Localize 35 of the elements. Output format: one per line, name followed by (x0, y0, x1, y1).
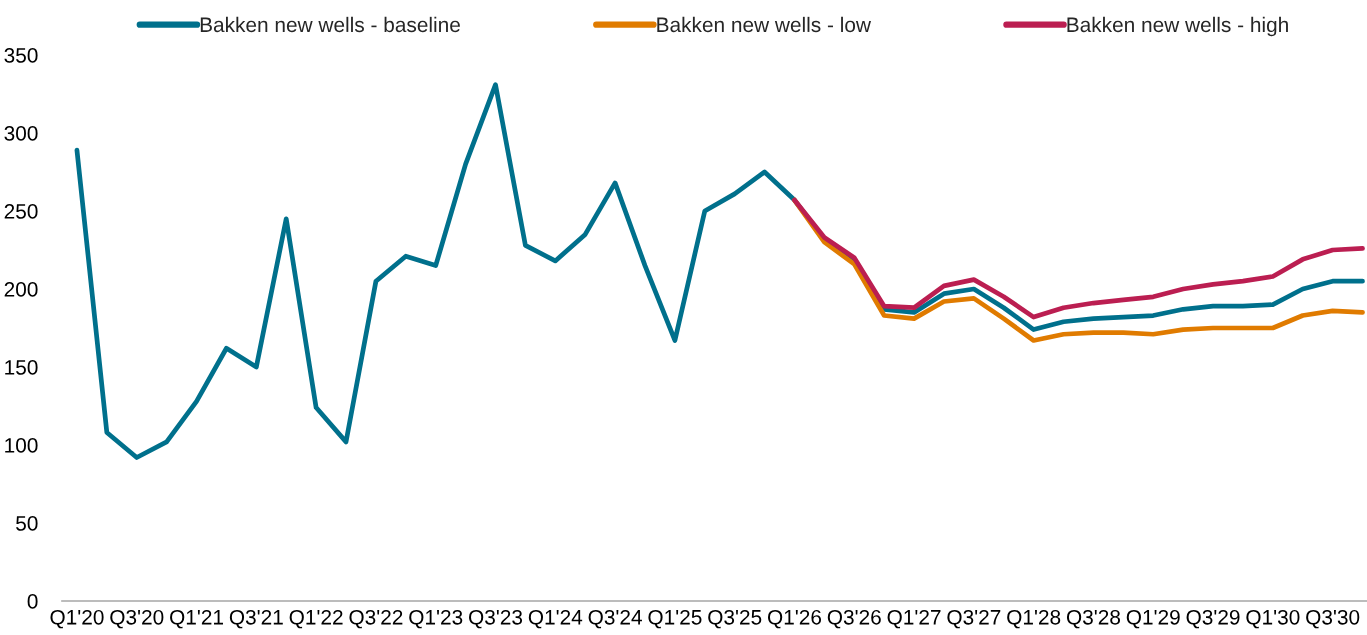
y-tick-label: 350 (4, 48, 38, 63)
x-tick-label: Q3'24 (588, 609, 642, 629)
y-tick-label: 250 (4, 204, 38, 219)
x-tick-label: Q1'24 (528, 609, 583, 629)
x-tick-label: Q1'22 (289, 609, 343, 629)
legend-label: Bakken new wells - high (1067, 16, 1288, 37)
x-tick-label: Q3'23 (469, 609, 523, 629)
x-tick-label: Q1'26 (767, 609, 822, 629)
x-tick-label: Q1'30 (1246, 609, 1300, 629)
x-tick-label: Q3'28 (1066, 609, 1121, 629)
y-tick-label: 100 (5, 438, 38, 453)
x-tick-label: Q1'20 (50, 609, 104, 629)
y-tick-label: 300 (4, 126, 38, 141)
x-tick-label: Q3'26 (827, 609, 881, 629)
x-tick-label: Q1'21 (170, 609, 223, 629)
x-tick-label: Q3'25 (708, 609, 762, 629)
line-series (74, 82, 1365, 460)
x-tick-label: Q1'23 (409, 609, 463, 629)
x-tick-label: Q1'27 (887, 609, 941, 629)
legend-label: Bakken new wells - baseline (200, 16, 460, 33)
y-tick-label: 0 (27, 594, 38, 609)
x-tick-label: Q1'29 (1126, 609, 1180, 629)
y-tick-label: 50 (16, 516, 38, 531)
x-tick-label: Q3'21 (229, 609, 283, 629)
x-tick-label: Q3'29 (1186, 609, 1240, 629)
line-series (792, 197, 1365, 320)
x-tick-label: Q1'28 (1007, 609, 1061, 629)
x-tick-label: Q3'20 (110, 609, 164, 629)
x-tick-label: Q1'25 (648, 609, 702, 629)
legend-label: Bakken new wells - low (657, 16, 872, 33)
y-tick-label: 200 (4, 282, 38, 297)
y-tick-label: 150 (5, 360, 38, 375)
x-tick-label: Q3'27 (947, 609, 1001, 629)
x-tick-label: Q3'30 (1306, 609, 1360, 629)
x-tick-label: Q3'22 (349, 609, 403, 629)
